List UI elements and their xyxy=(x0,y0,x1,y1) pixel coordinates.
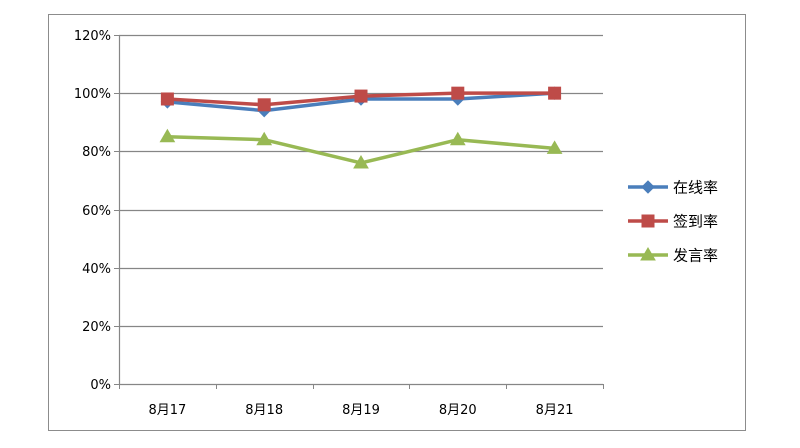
y-tick-label: 20% xyxy=(82,320,111,335)
square-marker xyxy=(160,92,174,106)
series-2 xyxy=(160,86,562,112)
x-tick-label: 8月19 xyxy=(342,403,380,418)
square-marker xyxy=(451,86,465,100)
x-axis-tick-labels: 8月17 8月18 8月19 8月20 8月21 xyxy=(148,403,573,418)
square-marker xyxy=(548,86,562,100)
triangle-marker xyxy=(256,131,273,146)
x-tick-label: 8月17 xyxy=(148,403,186,418)
x-tick-label: 8月18 xyxy=(245,403,283,418)
y-tick-label: 80% xyxy=(82,145,111,160)
legend-entry: 在线率 xyxy=(628,179,718,197)
legend-label: 发言率 xyxy=(673,247,718,265)
gridlines xyxy=(119,34,603,328)
y-tick-label: 60% xyxy=(82,204,111,219)
y-tick-label: 100% xyxy=(74,87,111,102)
y-tick-label: 120% xyxy=(74,29,111,44)
square-marker xyxy=(641,214,655,228)
legend-entry: 签到率 xyxy=(628,213,718,231)
triangle-marker xyxy=(159,128,176,143)
triangle-marker xyxy=(449,131,466,146)
triangle-marker xyxy=(640,247,656,261)
triangle-marker xyxy=(353,154,369,169)
x-tick-label: 8月21 xyxy=(536,403,574,418)
series-3 xyxy=(159,128,563,169)
square-marker xyxy=(257,98,271,112)
data-series xyxy=(159,86,563,169)
axes xyxy=(114,35,604,389)
square-marker xyxy=(354,89,368,103)
legend-label: 在线率 xyxy=(673,179,718,197)
y-tick-label: 40% xyxy=(82,262,111,277)
y-tick-label: 0% xyxy=(90,378,111,393)
diamond-marker xyxy=(641,180,655,194)
x-tick-label: 8月20 xyxy=(439,403,477,418)
legend-entry: 发言率 xyxy=(628,247,718,265)
triangle-marker xyxy=(546,140,563,154)
y-axis-tick-labels: 0% 20% 40% 60% 80% 100% 120% xyxy=(74,29,111,393)
legend-label: 签到率 xyxy=(673,213,718,231)
